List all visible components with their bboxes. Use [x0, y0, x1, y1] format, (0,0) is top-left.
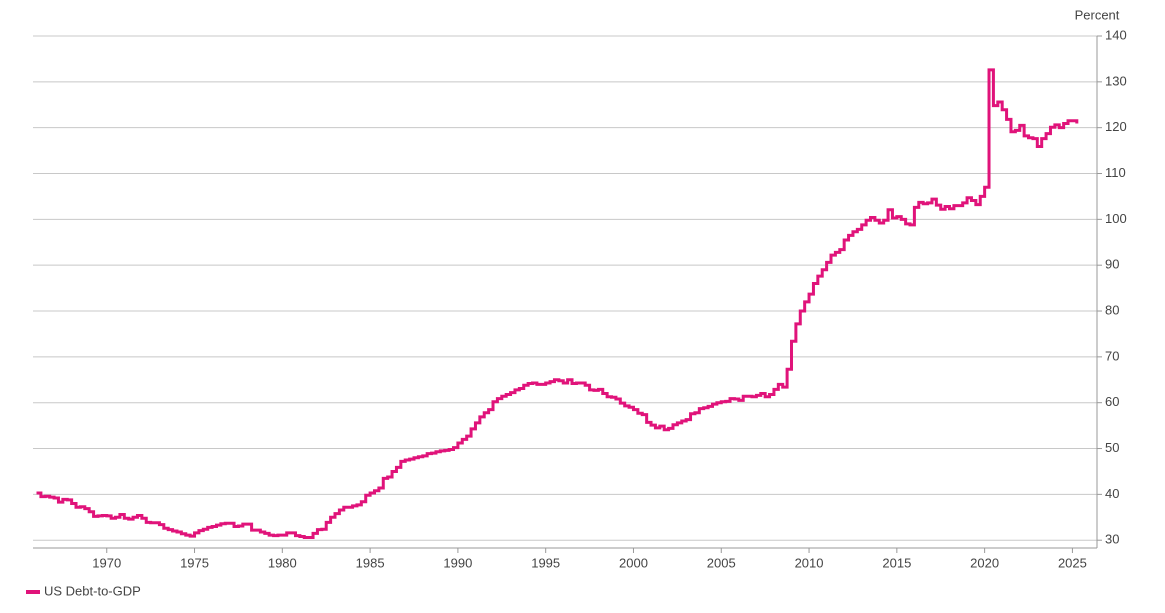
x-tick-label: 1995	[531, 555, 560, 570]
x-tick-label: 2020	[970, 555, 999, 570]
y-tick-label: 30	[1105, 532, 1119, 547]
x-tick-label: 2025	[1058, 555, 1087, 570]
x-tick-label: 1985	[356, 555, 385, 570]
y-tick-label: 40	[1105, 486, 1119, 501]
y-tick-label: 130	[1105, 73, 1127, 88]
y-tick-label: 120	[1105, 119, 1127, 134]
data-line	[36, 68, 1079, 539]
y-tick-label: 90	[1105, 257, 1119, 272]
y-tick-label: 100	[1105, 211, 1127, 226]
y-axis-label: Percent	[1075, 7, 1120, 22]
y-tick-label: 50	[1105, 440, 1119, 455]
x-tick-label: 1980	[268, 555, 297, 570]
x-tick-label: 2000	[619, 555, 648, 570]
y-tick-label: 140	[1105, 27, 1127, 42]
x-tick-label: 1990	[443, 555, 472, 570]
x-tick-label: 2015	[882, 555, 911, 570]
y-tick-label: 60	[1105, 394, 1119, 409]
x-tick-label: 1975	[180, 555, 209, 570]
x-tick-label: 1970	[92, 555, 121, 570]
x-tick-label: 2005	[707, 555, 736, 570]
y-tick-label: 80	[1105, 302, 1119, 317]
x-tick-label: 2010	[795, 555, 824, 570]
y-tick-label: 70	[1105, 348, 1119, 363]
legend-label: US Debt-to-GDP	[44, 583, 141, 598]
y-tick-label: 110	[1105, 165, 1126, 180]
